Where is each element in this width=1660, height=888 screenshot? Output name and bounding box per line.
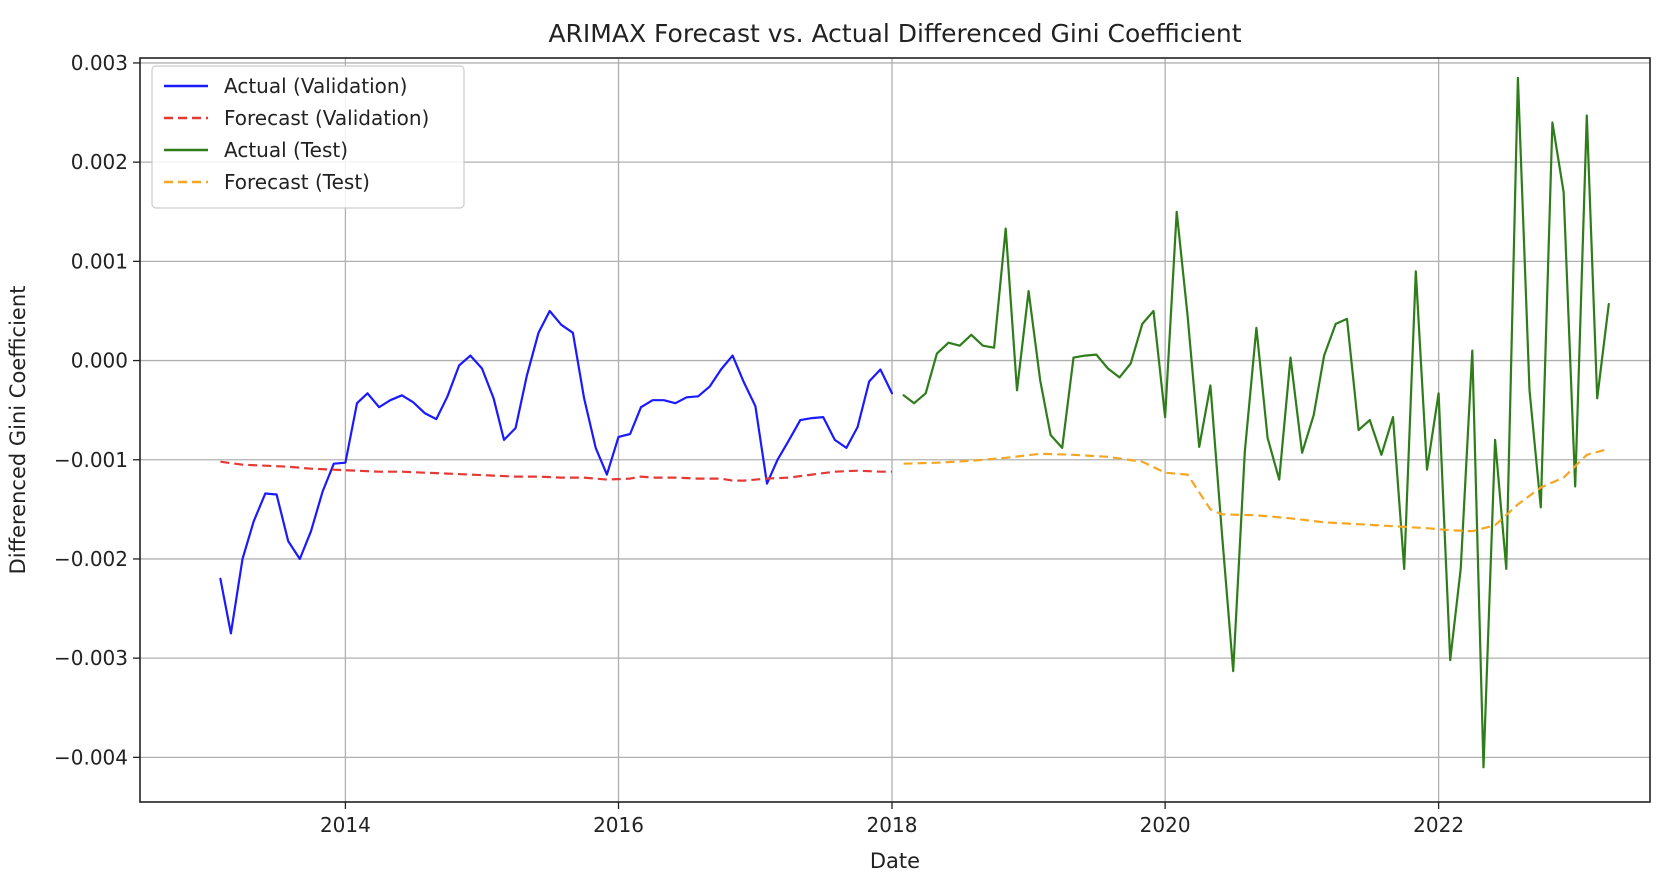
legend-label: Actual (Validation) xyxy=(224,74,407,98)
tick-labels: 2014 2016 2018 2020 2022 0.003 0.002 0.001 0.000… xyxy=(54,51,1464,837)
x-tick-label: 2018 xyxy=(867,813,918,837)
series-line-0 xyxy=(219,309,894,635)
y-tick-label: 0.003 xyxy=(71,51,128,75)
chart-title: ARIMAX Forecast vs. Actual Differenced G… xyxy=(548,19,1241,48)
y-axis-title: Differenced Gini Coefficient xyxy=(6,286,30,575)
plot-frame xyxy=(139,57,1651,803)
series-line-3 xyxy=(903,447,1610,533)
y-tick-label: −0.002 xyxy=(54,547,128,571)
series-line-2 xyxy=(902,76,1610,769)
y-tick-label: 0.001 xyxy=(71,249,128,273)
y-tick-label: −0.001 xyxy=(54,448,128,472)
grid xyxy=(140,58,1650,802)
x-tick-label: 2014 xyxy=(320,813,371,837)
y-tick-label: 0.002 xyxy=(71,150,128,174)
y-tick-label: −0.003 xyxy=(54,646,128,670)
series-group xyxy=(219,76,1610,769)
y-tick-label: −0.004 xyxy=(54,745,128,769)
y-tick-label: 0.000 xyxy=(71,349,128,373)
x-tick-label: 2022 xyxy=(1413,813,1464,837)
x-axis-title: Date xyxy=(870,849,920,873)
legend: Actual (Validation) Forecast (Validation)… xyxy=(151,65,465,209)
legend-box xyxy=(151,65,465,209)
legend-label: Forecast (Validation) xyxy=(224,106,429,130)
x-tick-label: 2020 xyxy=(1140,813,1191,837)
x-tick-label: 2016 xyxy=(593,813,644,837)
series-line-1 xyxy=(220,460,892,482)
legend-label: Forecast (Test) xyxy=(224,170,370,194)
legend-label: Actual (Test) xyxy=(224,138,348,162)
